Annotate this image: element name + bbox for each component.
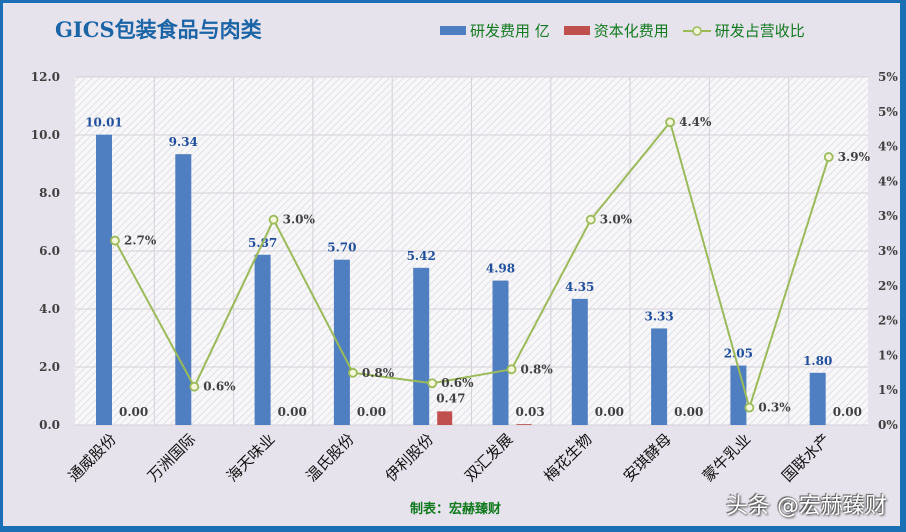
bar-value-label: 5.70 [327, 241, 356, 255]
ratio-value-label: 3.0% [283, 213, 316, 227]
legend-line-marker-icon [682, 25, 711, 36]
capitalized-value-label: 0.03 [516, 405, 545, 419]
line-marker-icon [189, 381, 200, 392]
category-label: 梅花生物 [540, 430, 595, 485]
bar-rd-expense [571, 298, 588, 425]
capitalized-value-label: 0.00 [833, 405, 862, 419]
line-marker-icon [585, 214, 596, 225]
right-axis-tick: 4% [878, 174, 898, 188]
category-label: 安琪酵母 [620, 430, 675, 485]
bar-value-label: 4.35 [565, 280, 594, 294]
bar-value-label: 5.42 [407, 249, 436, 263]
right-axis: 0% 1% 1% 2% 2% 3% 3% 4% 4% 5% 5% [878, 70, 898, 432]
bar-value-label: 1.80 [803, 354, 832, 368]
right-axis-tick: 1% [878, 348, 898, 362]
legend-item-rd-expense: 研发费用 亿 [440, 20, 550, 41]
gridlines [75, 76, 868, 426]
right-axis-tick: 0% [878, 418, 898, 432]
bar-value-label: 3.33 [644, 309, 673, 323]
left-axis-tick: 8.0 [39, 186, 60, 200]
ratio-value-label: 4.4% [679, 115, 712, 129]
line-marker-icon [506, 364, 517, 375]
bar-rd-expense [730, 365, 747, 425]
chart-title: GICS包装食品与肉类 [55, 17, 262, 42]
category-label: 海天味业 [223, 430, 278, 485]
capitalized-value-label: 0.47 [436, 391, 465, 405]
bar-rd-expense [175, 154, 192, 425]
right-axis-tick: 5% [878, 70, 898, 84]
bar-value-label: 10.01 [85, 116, 123, 130]
watermark: 头条 @宏赫臻财 [726, 494, 887, 519]
chart-legend: 研发费用 亿 资本化费用 研发占营收比 [440, 20, 819, 41]
ratio-value-label: 3.9% [838, 150, 871, 164]
line-marker-icon [110, 235, 120, 246]
left-axis-tick: 10.0 [31, 128, 60, 142]
category-label: 通威股份 [65, 430, 120, 485]
bar-rd-expense [96, 134, 112, 425]
ratio-value-label: 0.8% [362, 366, 395, 380]
right-axis-tick: 3% [878, 244, 898, 258]
right-axis-tick: 4% [878, 140, 898, 154]
ratio-value-label: 2.7% [124, 234, 157, 248]
category-label: 温氏股份 [303, 430, 358, 485]
legend-swatch-blue-icon [440, 26, 466, 35]
legend-label: 研发占营收比 [714, 22, 805, 40]
line-marker-icon [744, 402, 755, 413]
ratio-value-label: 0.6% [203, 380, 236, 394]
category-label: 伊利股份 [382, 430, 437, 485]
left-axis: 0.0 2.0 4.0 6.0 8.0 10.0 12.0 [31, 70, 60, 432]
bar-rd-expense [333, 259, 350, 425]
capitalized-value-label: 0.00 [357, 405, 386, 419]
left-axis-tick: 6.0 [39, 244, 60, 258]
right-axis-tick: 5% [878, 105, 898, 119]
ratio-value-label: 0.3% [758, 401, 791, 415]
rd-ratio-line [114, 120, 830, 412]
right-axis-tick: 1% [878, 383, 898, 397]
bar-capitalized-expense [516, 424, 532, 425]
capitalized-value-label: 0.00 [119, 405, 148, 419]
legend-label: 资本化费用 [593, 22, 669, 40]
bar-rd-expense [809, 372, 826, 425]
line-marker-icon [268, 214, 279, 225]
bar-capitalized-expense [437, 411, 453, 425]
left-axis-tick: 0.0 [39, 418, 60, 432]
bar-value-label: 9.34 [169, 135, 198, 149]
category-label: 万洲国际 [144, 430, 199, 485]
legend-label: 研发费用 亿 [470, 22, 550, 40]
right-axis-tick: 3% [878, 209, 898, 223]
capitalized-value-label: 0.00 [278, 405, 307, 419]
left-axis-tick: 4.0 [39, 302, 60, 316]
category-axis: 通威股份 万洲国际 海天味业 温氏股份 伊利股份 双汇发展 梅花生物 安琪酵母 蒙牛乳业 国联水产 [65, 430, 834, 485]
legend-swatch-red-icon [563, 26, 590, 35]
line-series: 2.7% 0.6% 3.0% 0.8% 0.6% 0.8% 3.0% 4.4% 0.3% 3.9% [110, 115, 871, 415]
left-axis-tick: 12.0 [31, 70, 60, 84]
category-label: 国联水产 [778, 430, 833, 485]
bar-value-label: 2.05 [724, 347, 753, 361]
bar-rd-expense [492, 280, 509, 425]
line-marker-icon [665, 117, 675, 128]
ratio-value-label: 3.0% [600, 213, 633, 227]
category-label: 蒙牛乳业 [699, 430, 754, 485]
right-axis-tick: 2% [878, 279, 898, 293]
chart-credit: 制表：宏赫臻财 [410, 502, 502, 517]
left-axis-tick: 2.0 [39, 360, 60, 374]
capitalized-value-label: 0.00 [674, 405, 703, 419]
line-marker-icon [823, 152, 834, 162]
legend-item-capitalized-expense: 资本化费用 [563, 20, 669, 41]
capitalized-value-label: 0.00 [595, 405, 624, 419]
legend-item-rd-ratio: 研发占营收比 [682, 20, 805, 41]
bar-rd-expense [413, 267, 430, 425]
bar-rd-expense [254, 254, 271, 425]
line-marker-icon [427, 378, 438, 389]
bar-value-label: 4.98 [486, 262, 515, 276]
category-label: 双汇发展 [461, 430, 516, 485]
ratio-value-label: 0.6% [441, 376, 474, 390]
line-marker-icon [347, 367, 358, 378]
bar-rd-expense [651, 328, 668, 425]
ratio-value-label: 0.8% [521, 362, 554, 376]
right-axis-tick: 2% [878, 314, 898, 328]
